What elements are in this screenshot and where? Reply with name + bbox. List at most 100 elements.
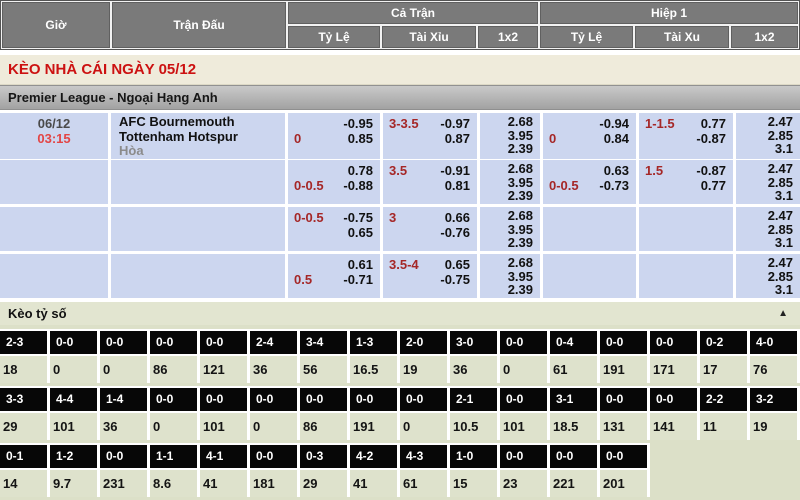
handicap-value: 3-3.5 bbox=[389, 116, 419, 131]
score-odds-cell[interactable]: 191 bbox=[600, 356, 647, 383]
score-odds-cell[interactable]: 76 bbox=[750, 356, 797, 383]
score-odds-cell[interactable]: 17 bbox=[700, 356, 747, 383]
h1-handicap-cell[interactable]: -0.94 0 0.84 bbox=[543, 113, 636, 159]
ft-overunder-cell[interactable]: 3.5 -0.91 0.81 bbox=[383, 160, 477, 204]
score-odds-cell[interactable]: 86 bbox=[150, 356, 197, 383]
score-odds-cell[interactable]: 9.7 bbox=[50, 470, 97, 497]
score-odds-cell[interactable]: 10.5 bbox=[450, 413, 497, 440]
h1-1x2-cell[interactable]: 2.47 2.85 3.1 bbox=[736, 160, 800, 204]
score-section-title: Kèo tỷ số bbox=[8, 306, 67, 321]
handicap-value: 1.5 bbox=[645, 163, 664, 178]
score-odds-cell[interactable]: 0 bbox=[50, 356, 97, 383]
score-odds-cell[interactable]: 61 bbox=[400, 470, 447, 497]
score-odds-cell[interactable]: 231 bbox=[100, 470, 147, 497]
score-odds-section-header[interactable]: Kèo tỷ số ▲ bbox=[0, 301, 800, 325]
score-odds-cell[interactable]: 15 bbox=[450, 470, 497, 497]
score-odds-cell[interactable]: 101 bbox=[50, 413, 97, 440]
h1-handicap-cell[interactable]: 0.63 0-0.5 -0.73 bbox=[543, 160, 636, 204]
score-odds-cell[interactable]: 121 bbox=[200, 356, 247, 383]
score-header-cell: 0-0 bbox=[600, 445, 647, 468]
score-odds-cell[interactable]: 36 bbox=[250, 356, 297, 383]
odds-row: 0.61 0.5 -0.71 3.5-4 0.65 -0.75 2.68 3.95 2.39 2.… bbox=[0, 254, 800, 298]
score-odds-cell[interactable]: 19 bbox=[400, 356, 447, 383]
score-column: 0-0 101 bbox=[200, 386, 250, 440]
odds-value: 0.87 bbox=[444, 131, 470, 146]
score-column: 0-0 221 bbox=[550, 443, 600, 497]
score-odds-cell[interactable]: 101 bbox=[500, 413, 547, 440]
score-odds-cell[interactable]: 181 bbox=[250, 470, 297, 497]
ft-handicap-cell[interactable]: 0.61 0.5 -0.71 bbox=[288, 254, 380, 298]
h1-1x2-cell[interactable]: 2.47 2.85 3.1 bbox=[736, 207, 800, 251]
score-odds-cell[interactable]: 23 bbox=[500, 470, 547, 497]
score-odds-cell[interactable]: 131 bbox=[600, 413, 647, 440]
league-bar: Premier League - Ngoại Hạng Anh bbox=[0, 85, 800, 110]
score-odds-cell[interactable]: 18 bbox=[0, 356, 47, 383]
score-odds-cell[interactable]: 0 bbox=[100, 356, 147, 383]
score-odds-cell[interactable]: 191 bbox=[350, 413, 397, 440]
score-column: 2-2 11 bbox=[700, 386, 750, 440]
score-odds-cell[interactable]: 29 bbox=[0, 413, 47, 440]
score-odds-cell[interactable]: 14 bbox=[0, 470, 47, 497]
column-header-ft-1x2: 1x2 bbox=[478, 26, 538, 48]
score-row: 0-1 14 1-2 9.7 0-0 231 1-1 8.6 4-1 41 0-0 181 0-3 29 4… bbox=[0, 443, 800, 497]
score-odds-cell[interactable]: 0 bbox=[400, 413, 447, 440]
h1-handicap-cell bbox=[543, 207, 636, 251]
ft-1x2-cell[interactable]: 2.68 3.95 2.39 bbox=[480, 254, 540, 298]
h1-1x2-cell[interactable]: 2.47 2.85 3.1 bbox=[736, 113, 800, 159]
score-header-cell: 0-0 bbox=[150, 331, 197, 354]
score-column: 0-3 29 bbox=[300, 443, 350, 497]
score-header-cell: 2-3 bbox=[0, 331, 47, 354]
score-header-cell: 3-2 bbox=[750, 388, 797, 411]
score-column: 3-2 19 bbox=[750, 386, 800, 440]
odds-value: 3.95 bbox=[507, 174, 533, 190]
ft-handicap-cell[interactable]: 0-0.5 -0.75 0.65 bbox=[288, 207, 380, 251]
score-header-cell: 1-4 bbox=[100, 388, 147, 411]
ft-overunder-cell[interactable]: 3.5-4 0.65 -0.75 bbox=[383, 254, 477, 298]
h1-overunder-cell[interactable]: 1-1.5 0.77 -0.87 bbox=[639, 113, 733, 159]
score-header-cell: 2-1 bbox=[450, 388, 497, 411]
odds-line: -0.95 bbox=[294, 116, 373, 131]
score-header-cell: 2-2 bbox=[700, 388, 747, 411]
score-odds-cell[interactable]: 171 bbox=[650, 356, 697, 383]
score-odds-cell[interactable]: 86 bbox=[300, 413, 347, 440]
score-odds-cell[interactable]: 56 bbox=[300, 356, 347, 383]
collapse-arrow-icon[interactable]: ▲ bbox=[778, 307, 788, 319]
score-odds-cell[interactable]: 8.6 bbox=[150, 470, 197, 497]
score-odds-cell[interactable]: 201 bbox=[600, 470, 647, 497]
h1-overunder-cell bbox=[639, 254, 733, 298]
score-odds-cell[interactable]: 36 bbox=[100, 413, 147, 440]
score-header-cell: 4-2 bbox=[350, 445, 397, 468]
score-odds-cell[interactable]: 36 bbox=[450, 356, 497, 383]
score-odds-cell[interactable]: 41 bbox=[200, 470, 247, 497]
score-odds-cell[interactable]: 11 bbox=[700, 413, 747, 440]
score-odds-cell[interactable]: 0 bbox=[500, 356, 547, 383]
ft-overunder-cell[interactable]: 3 0.66 -0.76 bbox=[383, 207, 477, 251]
handicap-value: 3.5 bbox=[389, 163, 408, 178]
ft-1x2-cell[interactable]: 2.68 3.95 2.39 bbox=[480, 207, 540, 251]
score-odds-cell[interactable]: 141 bbox=[650, 413, 697, 440]
score-odds-cell[interactable]: 41 bbox=[350, 470, 397, 497]
ft-overunder-cell[interactable]: 3-3.5 -0.97 0.87 bbox=[383, 113, 477, 159]
score-odds-cell[interactable]: 0 bbox=[150, 413, 197, 440]
match-cell[interactable]: AFC Bournemouth Tottenham Hotspur Hòa bbox=[111, 113, 285, 159]
score-odds-cell[interactable]: 16.5 bbox=[350, 356, 397, 383]
ft-handicap-cell[interactable]: 0.78 0-0.5 -0.88 bbox=[288, 160, 380, 204]
score-odds-cell[interactable]: 221 bbox=[550, 470, 597, 497]
score-odds-cell[interactable]: 29 bbox=[300, 470, 347, 497]
score-header-cell: 0-0 bbox=[650, 388, 697, 411]
score-column: 0-0 0 bbox=[250, 386, 300, 440]
ft-1x2-cell[interactable]: 2.68 3.95 2.39 bbox=[480, 160, 540, 204]
ft-1x2-cell[interactable]: 2.68 3.95 2.39 bbox=[480, 113, 540, 159]
score-odds-cell[interactable]: 101 bbox=[200, 413, 247, 440]
odds-line: 0 0.85 bbox=[294, 131, 373, 146]
score-odds-cell[interactable]: 19 bbox=[750, 413, 797, 440]
score-odds-cell[interactable]: 0 bbox=[250, 413, 297, 440]
score-odds-cell[interactable]: 61 bbox=[550, 356, 597, 383]
ft-handicap-cell[interactable]: -0.95 0 0.85 bbox=[288, 113, 380, 159]
odds-value: 0.65 bbox=[444, 257, 470, 272]
odds-line: 0.63 bbox=[549, 163, 629, 178]
score-odds-cell[interactable]: 18.5 bbox=[550, 413, 597, 440]
odds-value: 2.39 bbox=[507, 188, 533, 203]
h1-1x2-cell[interactable]: 2.47 2.85 3.1 bbox=[736, 254, 800, 298]
h1-overunder-cell[interactable]: 1.5 -0.87 0.77 bbox=[639, 160, 733, 204]
